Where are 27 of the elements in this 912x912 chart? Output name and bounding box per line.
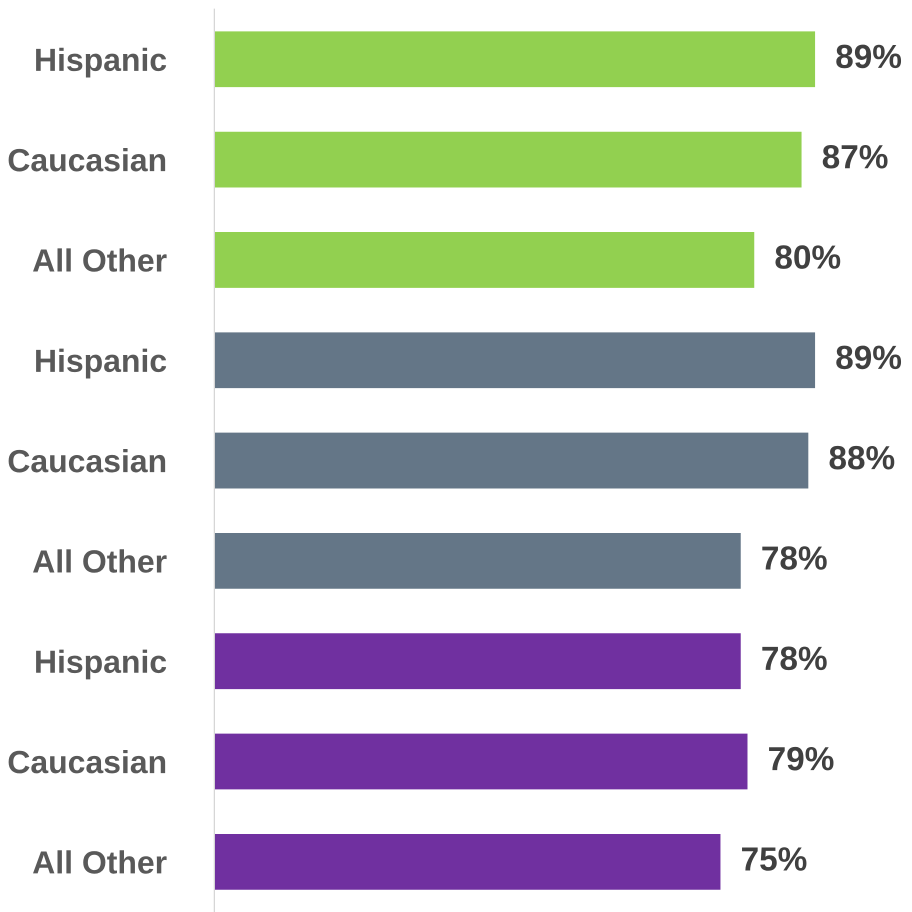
data-label: 78% xyxy=(762,546,827,570)
bar xyxy=(214,632,742,690)
data-label: 89% xyxy=(836,346,902,370)
bar xyxy=(214,30,816,89)
bar xyxy=(214,431,810,490)
data-label: 78% xyxy=(762,646,827,670)
y-tick-label: Hispanic xyxy=(36,650,166,680)
bar xyxy=(214,832,722,892)
y-tick-label: Caucasian xyxy=(8,750,166,774)
data-label: 79% xyxy=(769,746,834,770)
y-tick-label: Hispanic xyxy=(36,348,166,378)
data-label: 80% xyxy=(775,245,840,269)
bar xyxy=(214,532,742,590)
data-label: 87% xyxy=(822,144,888,169)
bar xyxy=(214,130,803,189)
y-tick-label: All Other xyxy=(33,850,167,874)
y-tick-label: All Other xyxy=(33,248,167,272)
y-tick-label: Caucasian xyxy=(8,448,166,472)
y-tick-label: Caucasian xyxy=(8,148,166,172)
y-tick-label: Hispanic xyxy=(36,48,166,78)
data-label: 89% xyxy=(836,44,902,68)
bar xyxy=(214,230,756,290)
bar xyxy=(214,330,816,390)
bar xyxy=(214,732,749,791)
data-label: 88% xyxy=(830,446,894,470)
y-tick-label: All Other xyxy=(33,549,167,573)
data-label: 75% xyxy=(742,847,806,871)
